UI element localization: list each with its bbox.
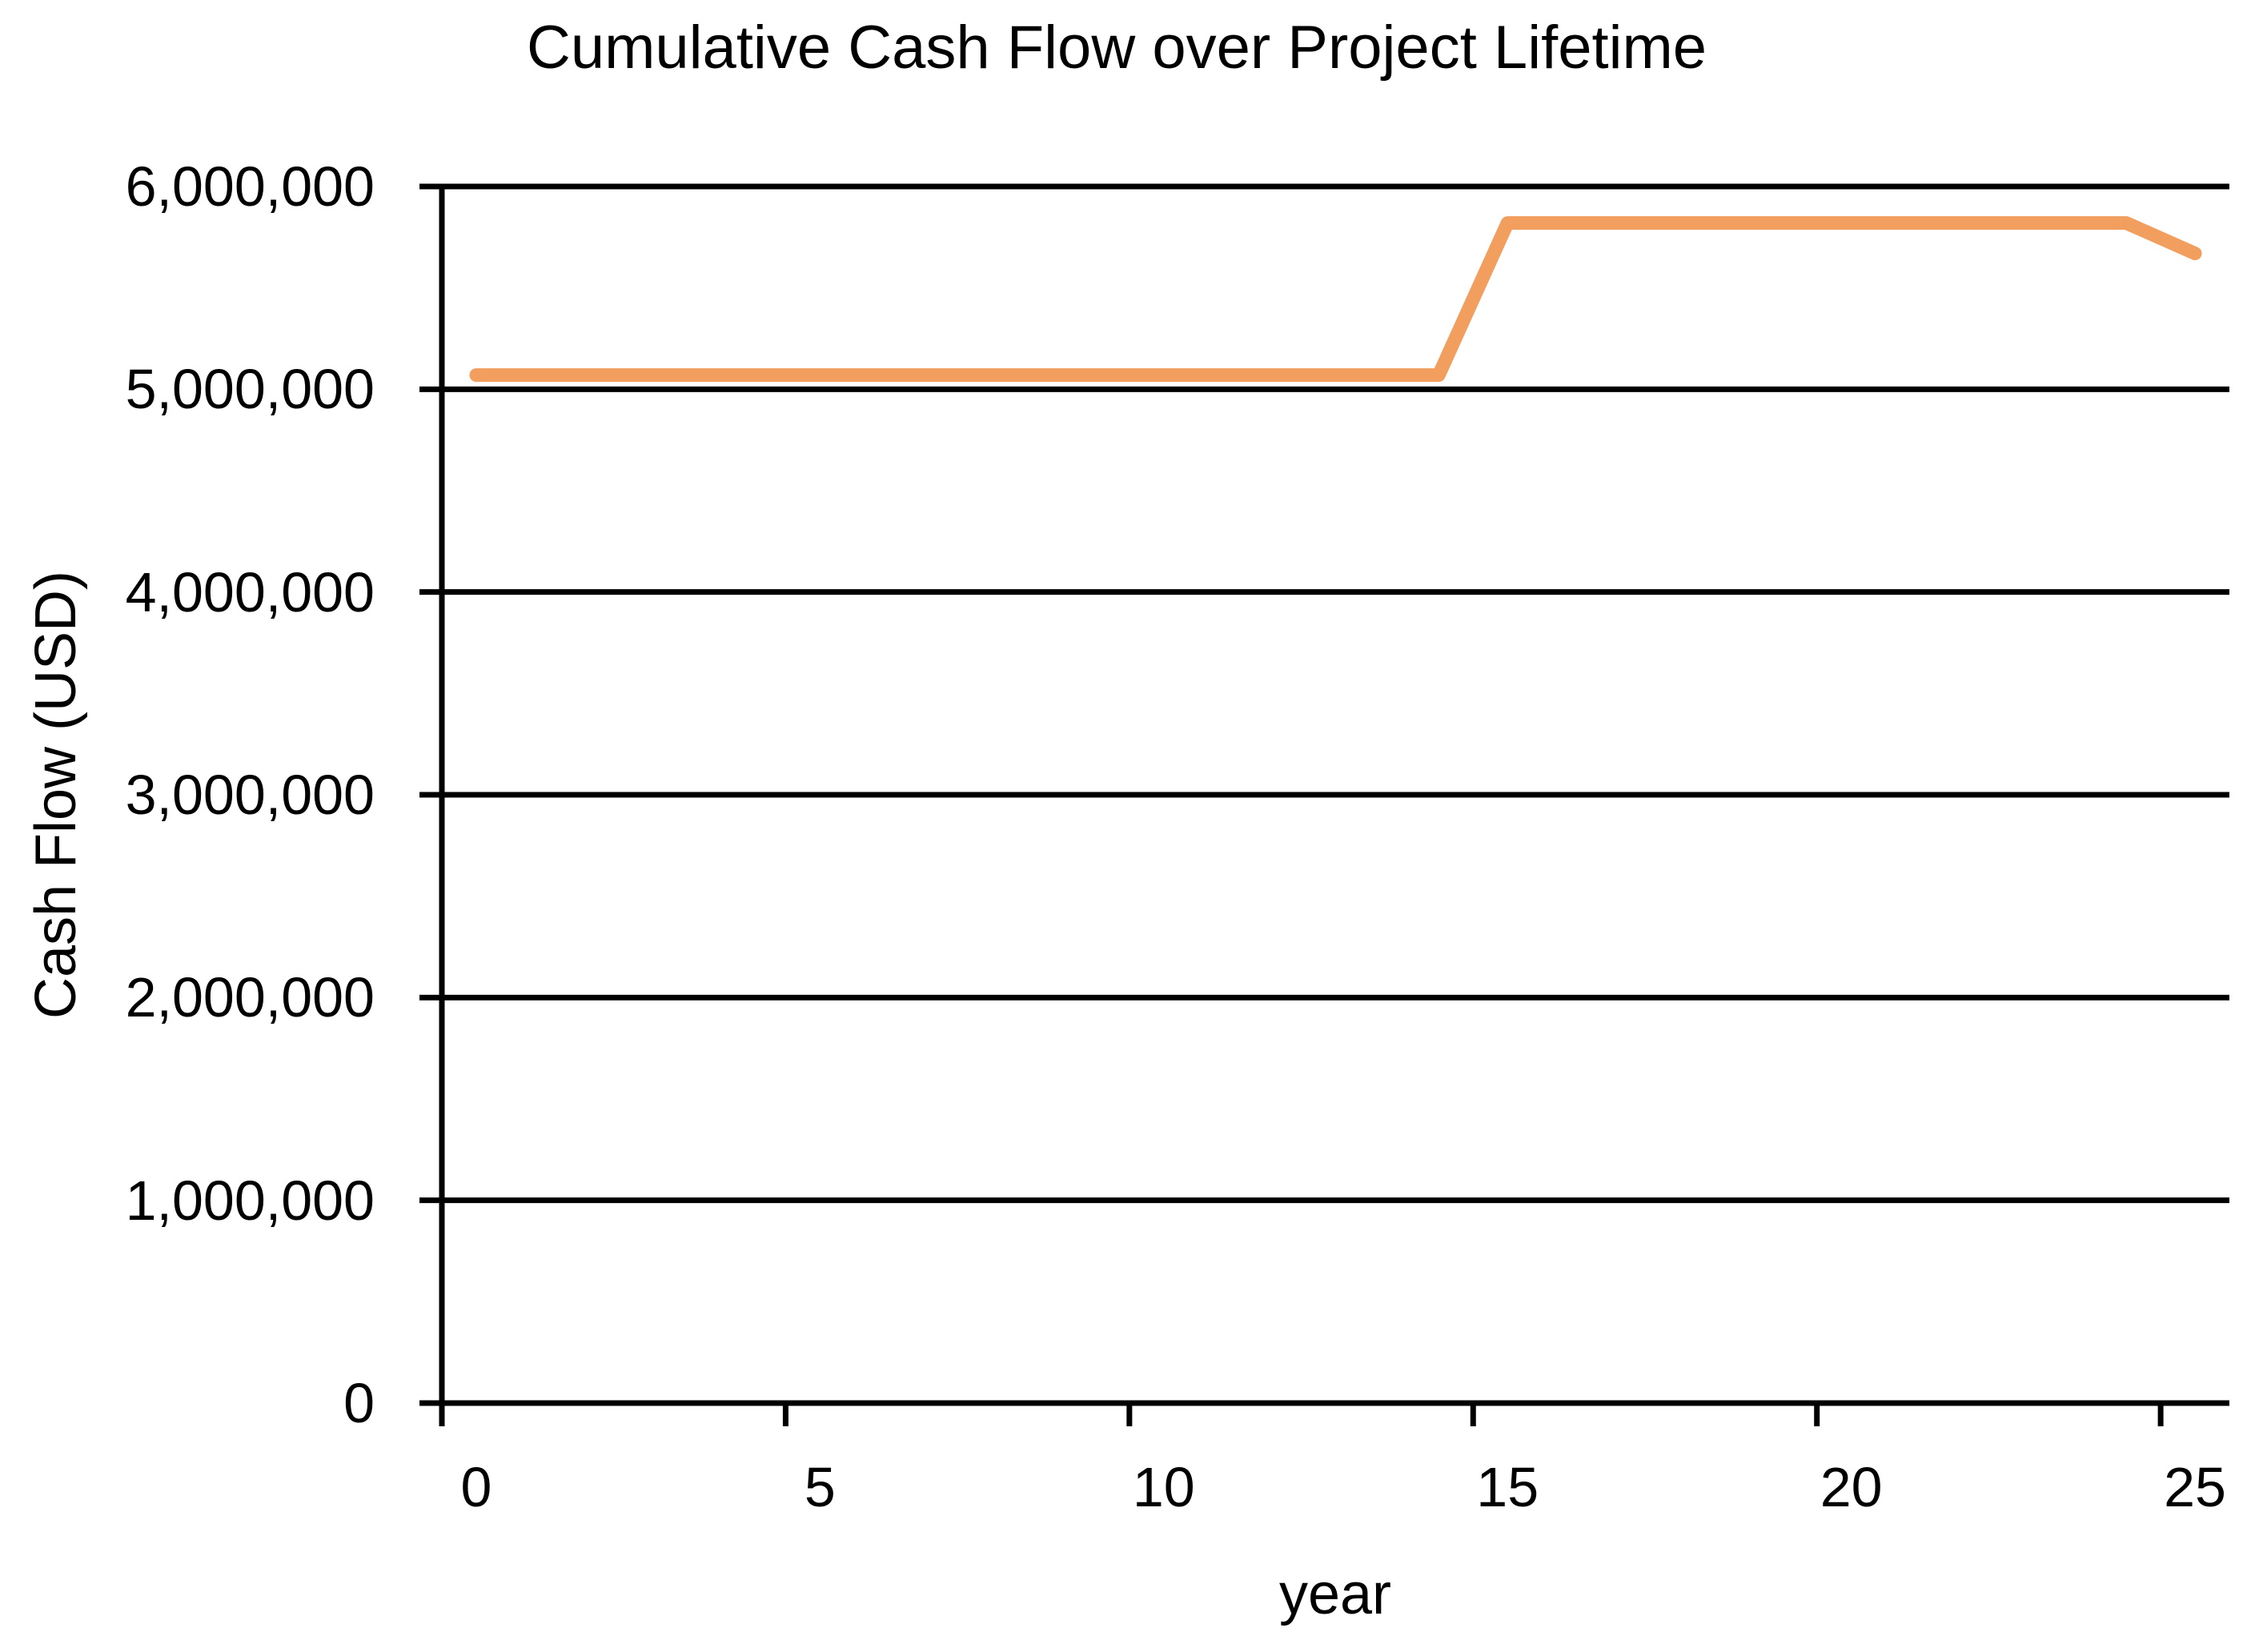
x-tick-label-10: 10 [1132, 1456, 1195, 1518]
y-tick-label-4000000: 4,000,000 [125, 560, 375, 624]
y-tick-label-3000000: 3,000,000 [125, 764, 375, 826]
y-tick-label-1000000: 1,000,000 [125, 1169, 375, 1232]
x-tick-label-0: 0 [460, 1456, 492, 1518]
y-tick-label-5000000: 5,000,000 [125, 358, 375, 421]
y-tick-label-2000000: 2,000,000 [125, 966, 375, 1029]
x-axis-title: year [1278, 1562, 1392, 1626]
y-tick-label-6000000: 6,000,000 [125, 155, 375, 218]
x-tick-label-15: 15 [1476, 1456, 1539, 1518]
cumulative-cash-flow-line [469, 216, 2202, 383]
x-tick-label-20: 20 [1820, 1456, 1883, 1518]
x-tick-label-25: 25 [2164, 1456, 2226, 1518]
x-tick-label-5: 5 [804, 1456, 836, 1518]
y-tick-label-0: 0 [343, 1372, 375, 1434]
chart-title: Cumulative Cash Flow over Project Lifeti… [526, 14, 1707, 82]
